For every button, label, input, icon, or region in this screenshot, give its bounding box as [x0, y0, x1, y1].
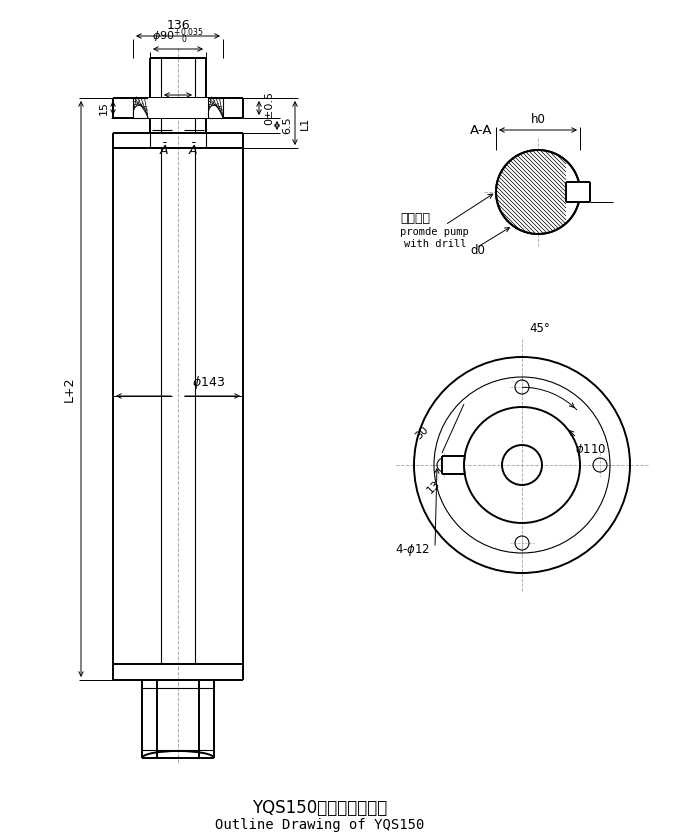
Text: Outline Drawing of YQS150: Outline Drawing of YQS150: [216, 818, 424, 832]
Text: $\bar{A}$: $\bar{A}$: [188, 142, 198, 158]
Text: L1: L1: [300, 117, 310, 129]
Text: L+2: L+2: [63, 376, 76, 402]
Text: YQS150系列电机外形图: YQS150系列电机外形图: [252, 799, 388, 817]
Text: 0±0.5: 0±0.5: [264, 91, 274, 125]
Text: 4-$\phi$12: 4-$\phi$12: [395, 542, 431, 558]
Text: 30: 30: [414, 425, 431, 441]
Bar: [148, 98, 208, 118]
Text: 13: 13: [426, 478, 443, 496]
Text: d0: d0: [470, 243, 485, 257]
Text: 45°: 45°: [530, 322, 551, 335]
Text: 与泵配钒: 与泵配钒: [400, 211, 430, 225]
Text: $\phi$143: $\phi$143: [192, 374, 225, 391]
Text: 136: 136: [166, 19, 190, 32]
Circle shape: [496, 150, 580, 234]
Text: with drill: with drill: [404, 239, 466, 249]
Text: h0: h0: [531, 113, 545, 126]
Bar: [442, 456, 464, 474]
Text: promde pump: promde pump: [400, 227, 468, 237]
Text: 15: 15: [99, 101, 109, 115]
Bar: [208, 98, 223, 118]
Text: $\phi$80: $\phi$80: [167, 100, 189, 114]
Bar: [133, 98, 148, 118]
Text: b0: b0: [614, 185, 627, 200]
Text: $\phi$90$^{+0.035}_{\ \ \ 0}$: $\phi$90$^{+0.035}_{\ \ \ 0}$: [152, 26, 204, 46]
Text: $\phi$110: $\phi$110: [574, 441, 606, 458]
Text: $\bar{A}$: $\bar{A}$: [159, 142, 170, 158]
Text: 6.5: 6.5: [282, 117, 292, 134]
Text: A-A: A-A: [470, 123, 492, 137]
Bar: [566, 182, 628, 202]
